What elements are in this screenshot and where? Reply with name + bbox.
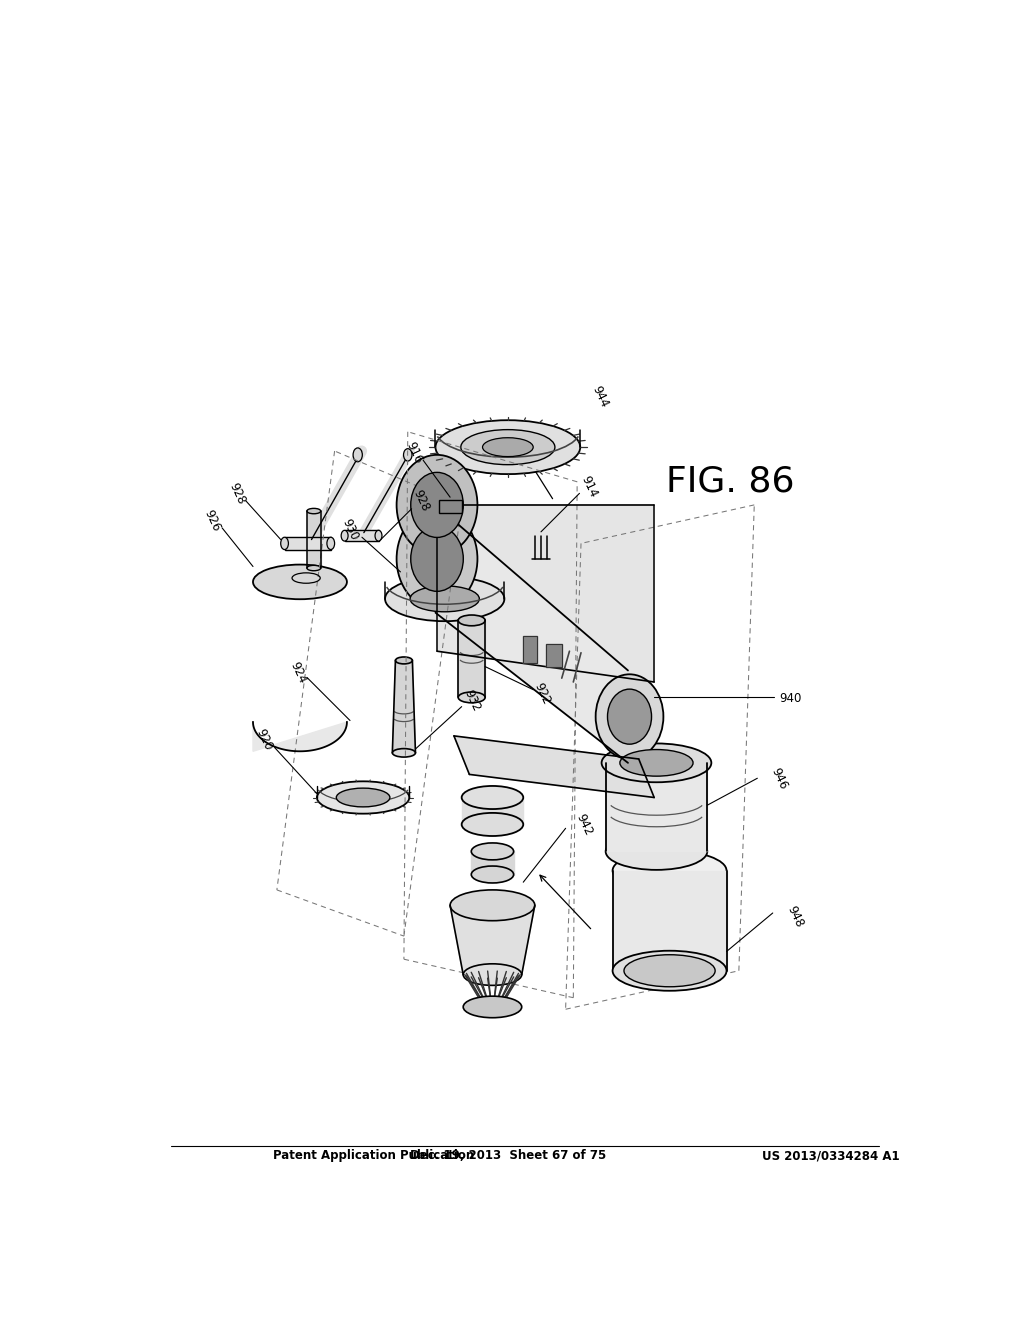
Ellipse shape <box>471 843 514 859</box>
Polygon shape <box>462 797 523 825</box>
Ellipse shape <box>462 785 523 809</box>
Polygon shape <box>523 636 538 663</box>
Text: 926: 926 <box>202 507 223 533</box>
Polygon shape <box>454 737 654 797</box>
Ellipse shape <box>385 577 505 622</box>
Text: 928: 928 <box>411 488 432 513</box>
Ellipse shape <box>307 565 321 570</box>
Ellipse shape <box>461 429 555 465</box>
Ellipse shape <box>463 964 521 985</box>
Polygon shape <box>612 871 727 970</box>
Text: 924: 924 <box>288 660 309 685</box>
Polygon shape <box>458 620 485 697</box>
Polygon shape <box>392 660 416 752</box>
Ellipse shape <box>336 788 390 807</box>
Text: 940: 940 <box>779 693 802 705</box>
Polygon shape <box>471 851 514 875</box>
Ellipse shape <box>612 850 727 891</box>
Ellipse shape <box>451 890 535 921</box>
Text: 916: 916 <box>403 440 425 466</box>
Polygon shape <box>451 906 535 974</box>
Ellipse shape <box>411 473 463 537</box>
Polygon shape <box>345 531 379 541</box>
Polygon shape <box>437 506 654 682</box>
Text: 948: 948 <box>784 904 806 929</box>
Text: 942: 942 <box>573 812 595 837</box>
Text: 920: 920 <box>254 727 275 752</box>
Ellipse shape <box>316 781 410 813</box>
Text: 922: 922 <box>531 681 553 706</box>
Ellipse shape <box>462 813 523 836</box>
Ellipse shape <box>403 449 412 461</box>
Ellipse shape <box>612 950 727 991</box>
Ellipse shape <box>396 508 477 609</box>
Ellipse shape <box>327 537 335 549</box>
Text: 932: 932 <box>461 688 482 713</box>
Text: US 2013/0334284 A1: US 2013/0334284 A1 <box>762 1148 900 1162</box>
Polygon shape <box>438 500 462 512</box>
Ellipse shape <box>341 531 348 541</box>
Ellipse shape <box>253 565 347 599</box>
Ellipse shape <box>435 420 581 474</box>
Text: 914: 914 <box>579 474 599 500</box>
Ellipse shape <box>375 531 382 541</box>
Ellipse shape <box>396 455 477 554</box>
Ellipse shape <box>463 997 521 1018</box>
Ellipse shape <box>601 743 712 783</box>
Ellipse shape <box>281 537 289 549</box>
Ellipse shape <box>624 954 715 987</box>
Ellipse shape <box>605 833 708 870</box>
Text: Patent Application Publication: Patent Application Publication <box>273 1148 474 1162</box>
Text: 944: 944 <box>590 384 611 411</box>
Ellipse shape <box>411 527 463 591</box>
Text: 928: 928 <box>226 480 248 507</box>
Text: 930: 930 <box>340 516 361 543</box>
Polygon shape <box>253 722 347 751</box>
Ellipse shape <box>307 508 321 513</box>
Ellipse shape <box>620 750 693 776</box>
Ellipse shape <box>410 586 479 611</box>
Polygon shape <box>285 537 331 549</box>
Ellipse shape <box>607 689 651 744</box>
Ellipse shape <box>482 438 534 457</box>
Text: 946: 946 <box>769 766 791 791</box>
Polygon shape <box>435 506 628 763</box>
Polygon shape <box>605 763 708 851</box>
Ellipse shape <box>458 615 485 626</box>
Ellipse shape <box>353 447 362 462</box>
Text: Dec. 19, 2013  Sheet 67 of 75: Dec. 19, 2013 Sheet 67 of 75 <box>410 1148 606 1162</box>
Polygon shape <box>307 511 321 568</box>
Ellipse shape <box>596 675 664 759</box>
Ellipse shape <box>395 657 413 664</box>
Ellipse shape <box>458 692 485 702</box>
Polygon shape <box>547 644 562 667</box>
Ellipse shape <box>392 748 416 758</box>
Text: FIG. 86: FIG. 86 <box>666 465 795 499</box>
Ellipse shape <box>471 866 514 883</box>
